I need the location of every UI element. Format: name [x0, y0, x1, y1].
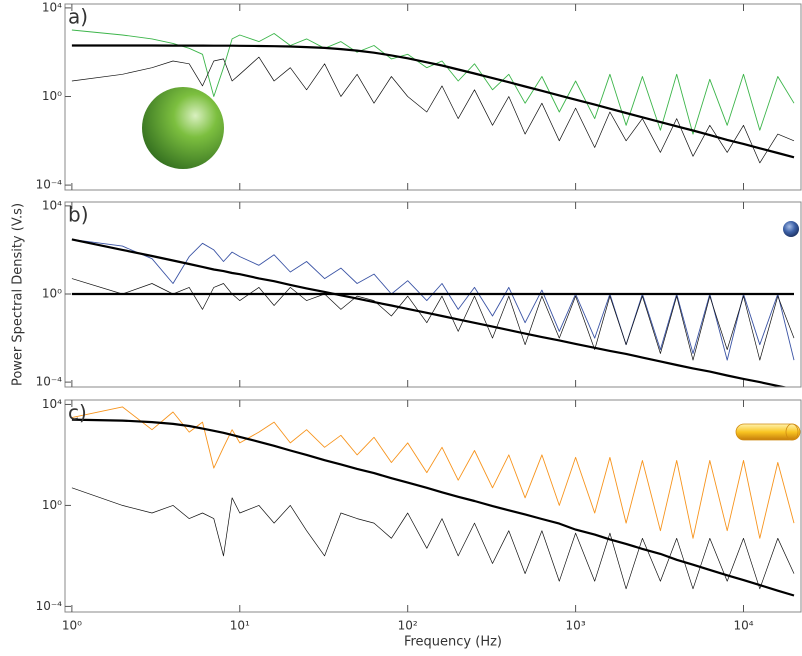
- y-tick-label: 10⁻⁴: [36, 178, 63, 192]
- panel: [71, 406, 795, 597]
- x-tick-label: 10⁰: [62, 619, 82, 633]
- panel-label: a): [68, 5, 88, 29]
- y-tick-label: 10⁴: [42, 0, 62, 14]
- plot-frame: [64, 201, 802, 388]
- sphere-icon: [142, 87, 224, 169]
- series-line: [71, 278, 795, 361]
- plot-frame: [64, 3, 802, 191]
- y-tick-label: 10⁻⁴: [36, 599, 63, 613]
- series-line: [71, 29, 795, 135]
- series-line: [71, 406, 795, 539]
- y-tick-label: 10⁴: [42, 198, 62, 212]
- x-tick-label: 10⁴: [733, 619, 753, 633]
- series-line: [71, 238, 795, 361]
- y-tick-label: 10⁻⁴: [36, 375, 63, 389]
- x-tick-label: 10³: [566, 619, 586, 633]
- panel-label: b): [68, 203, 89, 227]
- series-line: [71, 56, 795, 164]
- series-line: [71, 44, 795, 159]
- y-tick-label: 10⁰: [42, 498, 62, 512]
- panel: [71, 29, 795, 164]
- plot-frame: [64, 399, 802, 613]
- series-line: [71, 418, 795, 597]
- panel-label: c): [68, 401, 87, 425]
- y-tick-label: 10⁰: [42, 286, 62, 300]
- rod-icon: [735, 423, 801, 441]
- series-line: [71, 487, 795, 590]
- rod-cap: [785, 423, 799, 441]
- y-axis-label: Power Spectral Density (V.s): [11, 203, 26, 386]
- series-line: [71, 238, 789, 387]
- small-sphere-icon: [783, 221, 799, 237]
- panel: [71, 238, 795, 387]
- x-tick-label: 10²: [398, 619, 418, 633]
- x-tick-label: 10¹: [230, 619, 250, 633]
- y-tick-label: 10⁰: [42, 89, 62, 103]
- y-tick-label: 10⁴: [42, 397, 62, 411]
- x-axis-label: Frequency (Hz): [404, 635, 502, 650]
